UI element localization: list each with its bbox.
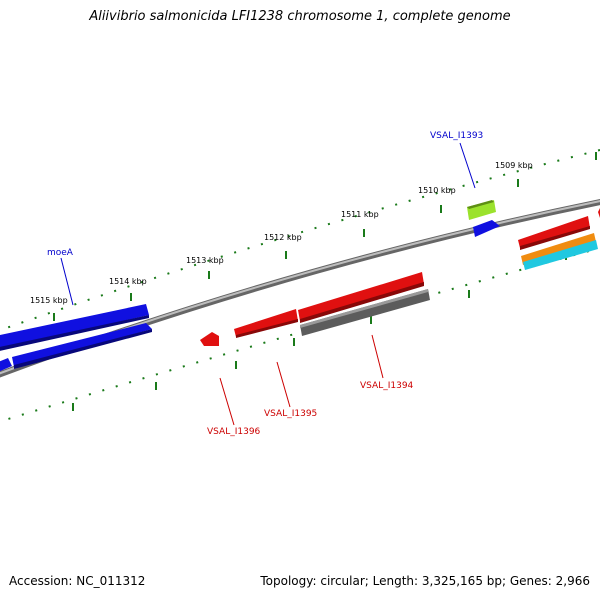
kbp-label: 1511 kbp (341, 210, 379, 219)
gene-moea-arrow[interactable] (0, 304, 149, 350)
kbp-label: 1509 kbp (495, 161, 533, 170)
gene-vsal-i1393-arrow[interactable] (467, 200, 496, 220)
accession-text: Accession: NC_011312 (9, 574, 146, 588)
major-tick (363, 229, 365, 237)
gene-label-vsal-i1394[interactable]: VSAL_I1394 (360, 381, 414, 391)
gene-red-arrow[interactable] (518, 216, 590, 248)
gene-blue-arrow[interactable] (12, 323, 152, 367)
moea-leader-line (60, 257, 74, 306)
major-tick (53, 313, 55, 321)
major-tick (235, 361, 237, 369)
gene-blue-arrow-shade (14, 329, 152, 369)
chromosome-backbone (0, 198, 600, 378)
gene-vsal-i1394-shade (300, 289, 428, 328)
major-tick (595, 152, 597, 160)
vsal-i1396-leader-line (219, 377, 235, 426)
gene-label-vsal-i1393[interactable]: VSAL_I1393 (430, 131, 483, 141)
vsal-i1393-leader-line (459, 142, 476, 189)
major-tick (517, 179, 519, 187)
major-tick (370, 316, 372, 324)
gene-blue-small[interactable] (473, 220, 500, 237)
kbp-label: 1510 kbp (418, 186, 456, 195)
gene-red-arrow[interactable] (234, 309, 298, 337)
topology-text: Topology: circular; Length: 3,325,165 bp… (260, 574, 590, 588)
kbp-label: 1513 kbp (186, 256, 224, 265)
gene-vsal-i1396-arrow[interactable] (200, 332, 219, 346)
gene-cyan-arrow[interactable] (523, 240, 598, 270)
major-tick (440, 205, 442, 213)
major-tick (468, 290, 470, 298)
kbp-label: 1512 kbp (264, 233, 302, 242)
gene-red-arrow-shade (300, 282, 424, 323)
kbp-label: 1515 kbp (30, 296, 68, 305)
gene-moea-arrow-shade (0, 315, 149, 351)
vsal-i1395-leader-line (276, 361, 291, 408)
gene-label-moea[interactable]: moeA (47, 248, 74, 258)
major-tick (155, 382, 157, 390)
kbp-label: 1514 kbp (109, 277, 147, 286)
gene-red-arrow-shade (520, 226, 590, 250)
map-title: Aliivibrio salmonicida LFI1238 chromosom… (89, 9, 511, 24)
major-tick (293, 338, 295, 346)
gene-red-arrow-shade (236, 319, 298, 338)
gene-vsal-i1394-arrow[interactable] (300, 289, 430, 336)
vsal-i1394-leader-line (371, 334, 384, 379)
major-tick (208, 271, 210, 279)
major-tick (130, 293, 132, 301)
gene-label-vsal-i1395[interactable]: VSAL_I1395 (264, 409, 317, 419)
gene-vsal-i1393-shade (467, 200, 494, 209)
major-tick (72, 403, 74, 411)
gene-blue-small[interactable] (0, 358, 12, 372)
chromosome-backbone-highlight (0, 200, 600, 375)
gene-label-vsal-i1396[interactable]: VSAL_I1396 (207, 427, 261, 437)
gene-red-arrow[interactable] (298, 272, 424, 321)
major-tick (285, 251, 287, 259)
